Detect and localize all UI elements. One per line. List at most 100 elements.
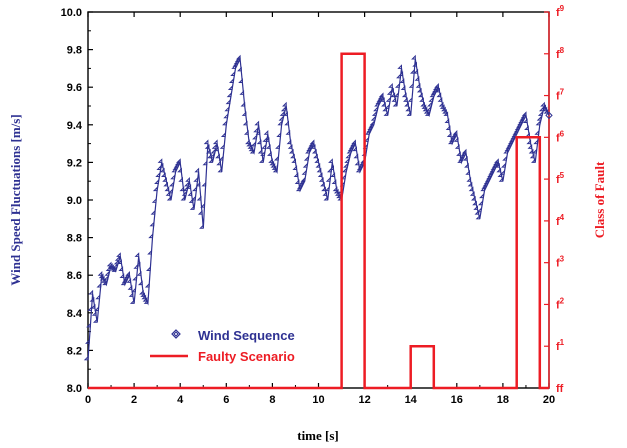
wind-point: [355, 167, 361, 173]
wind-point: [206, 148, 211, 154]
legend-diamond-inner: [173, 331, 179, 337]
wind-point: [225, 99, 231, 105]
x-tick-label: 14: [405, 394, 418, 406]
wind-point: [300, 177, 306, 182]
wind-point: [216, 160, 222, 166]
wind-point: [265, 144, 271, 149]
wind-point: [259, 158, 264, 163]
wind-point: [234, 57, 240, 62]
wind-point: [163, 181, 169, 187]
wind-point: [241, 111, 247, 116]
wind-point: [473, 205, 479, 210]
wind-point: [91, 311, 97, 316]
wind-point: [257, 148, 263, 154]
wind-point: [474, 209, 480, 215]
wind-point: [463, 155, 468, 161]
wind-point: [413, 68, 419, 74]
wind-point: [430, 90, 436, 95]
wind-point: [195, 181, 201, 187]
wind-point: [457, 158, 462, 163]
wind-point: [490, 165, 496, 170]
fault-series-layer: [88, 52, 549, 390]
wind-point: [496, 167, 502, 173]
wind-point: [410, 68, 415, 74]
wind-point: [200, 202, 205, 208]
wind-point: [400, 85, 406, 91]
wind-point: [351, 139, 356, 145]
wind-point: [444, 118, 450, 124]
wind-point: [136, 271, 142, 276]
wind-point: [112, 263, 118, 269]
y-tick-label-left: 8.6: [67, 270, 82, 282]
wind-point: [488, 169, 494, 175]
wind-point: [291, 158, 297, 163]
y-tick-label-right: f7: [556, 88, 565, 103]
wind-point: [494, 158, 499, 163]
legend-wind-label: Wind Sequence: [198, 328, 295, 343]
wind-point: [517, 120, 522, 126]
wind-point: [132, 275, 137, 281]
wind-point: [210, 148, 216, 154]
wind-point: [529, 153, 535, 159]
wind-point: [203, 139, 209, 145]
wind-point: [363, 137, 369, 142]
wind-point: [161, 172, 166, 178]
wind-point: [367, 125, 373, 131]
wind-point: [489, 167, 495, 173]
wind-point: [229, 78, 234, 84]
wind-point: [408, 83, 414, 88]
wind-point: [237, 66, 242, 72]
wind-point: [385, 97, 391, 102]
wind-point: [382, 106, 388, 112]
wind-point: [314, 158, 320, 163]
wind-point: [459, 153, 465, 159]
wind-point: [260, 151, 265, 156]
wind-point: [93, 318, 98, 323]
ticks-layer: 0 2 4 6 8 10 12 14 16 18 20 8.0 8.2 8.4 8.6 8.8 9.0 9.2 9.…: [61, 4, 565, 406]
wind-point: [126, 278, 132, 283]
wind-point: [412, 61, 418, 67]
x-tick-label: 6: [223, 394, 229, 406]
wind-point: [342, 167, 347, 173]
wind-point: [230, 71, 235, 77]
wind-point: [223, 113, 229, 119]
wind-point: [96, 282, 102, 288]
legend-diamond: [171, 329, 181, 339]
wind-point: [461, 148, 467, 154]
wind-point: [378, 92, 384, 98]
wind-point: [350, 141, 355, 147]
wind-point: [411, 54, 416, 60]
wind-point: [201, 181, 207, 187]
wind-point: [123, 275, 128, 281]
wind-point: [348, 144, 354, 149]
wind-point: [245, 139, 250, 145]
wind-point: [139, 289, 144, 295]
wind-point: [316, 167, 322, 173]
wind-point: [399, 78, 405, 84]
wind-point: [481, 184, 487, 189]
x-tick-label: 8: [269, 394, 275, 406]
wind-point: [169, 181, 174, 187]
wind-point: [294, 179, 300, 185]
wind-point: [502, 155, 507, 161]
wind-point: [144, 282, 150, 288]
wind-point: [272, 167, 278, 173]
wind-point: [526, 139, 532, 145]
wind-point: [536, 115, 542, 121]
wind-point: [480, 186, 486, 192]
wind-point: [445, 125, 451, 131]
wind-point: [267, 151, 272, 156]
wind-point: [187, 191, 193, 196]
x-tick-label: 10: [312, 394, 324, 406]
wind-point: [194, 167, 200, 173]
wind-point: [284, 120, 290, 126]
wind-point: [512, 130, 518, 135]
wind-point: [179, 186, 185, 192]
wind-point: [395, 83, 400, 88]
y-tick-label-left: 9.4: [67, 120, 83, 132]
wind-point: [301, 170, 307, 175]
wind-point: [330, 172, 336, 178]
wind-point: [438, 101, 444, 107]
wind-point: [104, 271, 110, 276]
wind-point: [182, 186, 188, 192]
